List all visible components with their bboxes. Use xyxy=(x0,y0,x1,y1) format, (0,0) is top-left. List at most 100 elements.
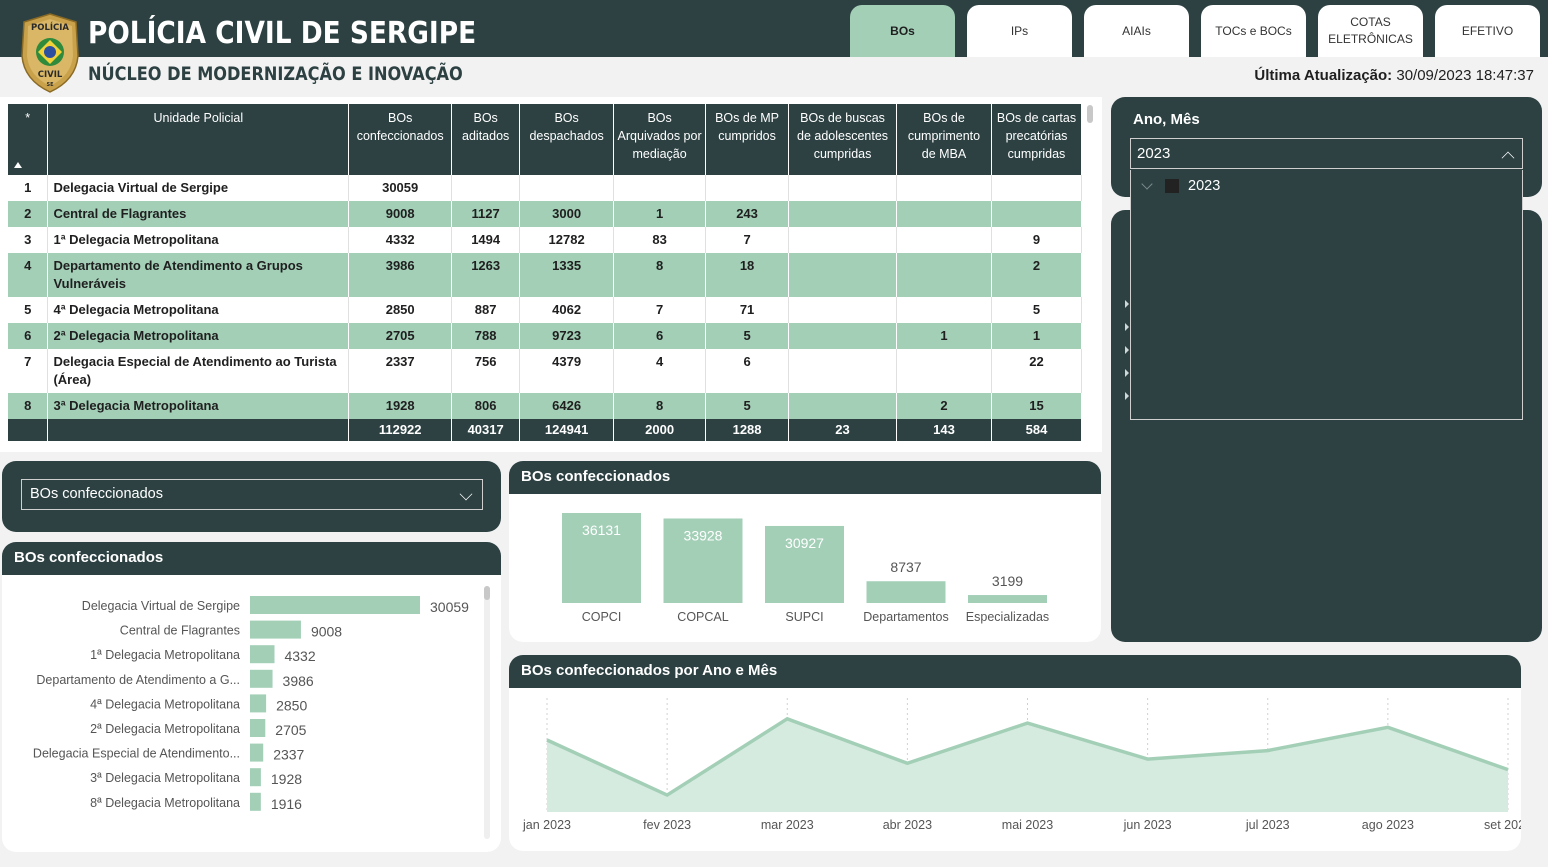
table-row[interactable]: 5 4ª Delegacia Metropolitana 2850 887 4062 7 7… xyxy=(8,297,1083,323)
measure-dropdown[interactable]: BOs confeccionados xyxy=(21,479,483,510)
hbar-category-label: Delegacia Virtual de Sergipe xyxy=(82,599,240,613)
hbar-bar[interactable] xyxy=(250,645,275,664)
value-cell xyxy=(896,175,992,201)
hbar-bar[interactable] xyxy=(250,792,261,811)
column-bar[interactable] xyxy=(866,581,946,603)
column-chart: 36131 COPCI 33928 COPCAL 30927 SUPCI 8737 Depar… xyxy=(562,513,1049,624)
column-header-bos-despachados[interactable]: BOs despachados xyxy=(519,104,615,175)
hbar-bar[interactable] xyxy=(250,620,301,639)
hbar-chart-scrollbar[interactable] xyxy=(484,586,490,839)
column-header-bos-aditados[interactable]: BOs aditados xyxy=(451,104,521,175)
hbar-bar[interactable] xyxy=(250,694,267,713)
value-cell: 756 xyxy=(451,349,521,393)
column-header-bos-mba[interactable]: BOs de cumprimento de MBA xyxy=(896,104,992,175)
column-header-bos-buscas[interactable]: BOs de buscas de adolescentes cumpridas xyxy=(788,104,897,175)
unit-name-cell: Delegacia Especial de Atendimento ao Tur… xyxy=(47,349,350,393)
column-header-bos-arquivados[interactable]: BOs Arquivados por mediação xyxy=(613,104,707,175)
hbar-chart-panel: BOs confeccionados Delegacia Virtual de … xyxy=(2,542,501,852)
hbar-bar[interactable] xyxy=(250,743,264,762)
value-cell xyxy=(788,175,897,201)
line-chart-title: BOs confeccionados por Ano e Mês xyxy=(509,655,1521,688)
x-tick-label: ago 2023 xyxy=(1362,818,1414,832)
table-row[interactable]: 2 Central de Flagrantes 9008 1127 3000 1 243 xyxy=(8,201,1083,227)
unit-name-cell: 2ª Delegacia Metropolitana xyxy=(47,323,350,349)
value-cell xyxy=(896,253,992,297)
measure-selector-panel: BOs confeccionados xyxy=(2,461,501,532)
value-cell xyxy=(896,227,992,253)
slicer-dropdown[interactable]: 2023 xyxy=(1130,138,1523,169)
x-tick-label: set 2023 xyxy=(1484,818,1521,832)
tab-bos[interactable]: BOs xyxy=(850,5,955,57)
column-bar[interactable] xyxy=(765,525,844,603)
expand-chevron-icon[interactable] xyxy=(1141,178,1153,190)
table-row[interactable]: 1 Delegacia Virtual de Sergipe 30059 xyxy=(8,175,1083,201)
column-value-label: 30927 xyxy=(785,535,824,551)
tab-ips[interactable]: IPs xyxy=(967,5,1072,57)
tab-tocs-e-bocs[interactable]: TOCs e BOCs xyxy=(1201,5,1306,57)
value-cell: 1494 xyxy=(451,227,521,253)
value-cell: 2337 xyxy=(348,349,453,393)
tab-efetivo[interactable]: EFETIVO xyxy=(1435,5,1540,57)
unit-name-cell: 3ª Delegacia Metropolitana xyxy=(47,393,350,419)
column-header-bos-cartas[interactable]: BOs de cartas precatórias cumpridas xyxy=(991,104,1083,175)
hbar-value-label: 30059 xyxy=(430,599,469,615)
table-row[interactable]: 7 Delegacia Especial de Atendimento ao Tu… xyxy=(8,349,1083,393)
value-cell: 1 xyxy=(991,323,1083,349)
value-cell: 6426 xyxy=(519,393,615,419)
tab-cotas-eletronicas[interactable]: COTAS ELETRÔNICAS xyxy=(1318,5,1423,57)
total-cell: 124941 xyxy=(519,419,615,441)
table-row[interactable]: 4 Departamento de Atendimento a Grupos Vu… xyxy=(8,253,1083,297)
column-bar[interactable] xyxy=(562,513,641,603)
column-bar[interactable] xyxy=(968,595,1047,603)
value-cell: 30059 xyxy=(348,175,453,201)
police-badge-logo: POLÍCIA CIVIL SE xyxy=(21,13,79,93)
column-value-label: 3199 xyxy=(992,573,1023,589)
value-cell xyxy=(788,253,897,297)
value-cell: 5 xyxy=(991,297,1083,323)
hbar-bar[interactable] xyxy=(250,669,273,688)
tab-aiais[interactable]: AIAIs xyxy=(1084,5,1189,57)
hbar-category-label: Departamento de Atendimento a G... xyxy=(36,673,240,687)
table-scrollbar[interactable] xyxy=(1087,105,1093,123)
value-cell xyxy=(788,227,897,253)
area-fill xyxy=(547,718,1508,812)
column-header-bos-confeccionados[interactable]: BOs confeccionados xyxy=(348,104,453,175)
value-cell: 7 xyxy=(613,297,707,323)
hbar-category-label: 3ª Delegacia Metropolitana xyxy=(90,771,240,785)
value-cell: 15 xyxy=(991,393,1083,419)
slicer-dropdown-list: 2023 xyxy=(1130,170,1523,420)
value-cell xyxy=(896,349,992,393)
slicer-option-2023[interactable]: 2023 xyxy=(1141,178,1220,194)
column-header-unit[interactable]: Unidade Policial xyxy=(47,104,350,175)
column-category-label: COPCI xyxy=(582,610,622,624)
hbar-chart: Delegacia Virtual de Sergipe 30059 Central… xyxy=(33,596,469,812)
sort-ascending-icon[interactable] xyxy=(14,162,22,168)
slicer-dropdown-value: 2023 xyxy=(1137,145,1171,162)
x-tick-label: fev 2023 xyxy=(643,818,691,832)
hbar-bar[interactable] xyxy=(250,596,420,614)
value-cell: 83 xyxy=(613,227,707,253)
table-total-row: 112922 40317 124941 2000 1288 23 143 584 xyxy=(8,419,1083,441)
hbar-bar[interactable] xyxy=(250,719,266,737)
last-update-label: Última Atualização: xyxy=(1254,67,1393,84)
column-header-bos-mp[interactable]: BOs de MP cumpridos xyxy=(705,104,790,175)
table-row[interactable]: 8 3ª Delegacia Metropolitana 1928 806 6426 8 5… xyxy=(8,393,1083,419)
value-cell: 1127 xyxy=(451,201,521,227)
header-subbar xyxy=(0,57,1548,97)
badge-top-text: POLÍCIA xyxy=(31,21,69,33)
value-cell: 7 xyxy=(705,227,790,253)
hbar-bar[interactable] xyxy=(250,768,261,787)
table-row[interactable]: 3 1ª Delegacia Metropolitana 4332 1494 12782… xyxy=(8,227,1083,253)
last-update-value: 30/09/2023 18:47:37 xyxy=(1396,67,1534,84)
checkbox[interactable] xyxy=(1165,179,1179,193)
value-cell: 2705 xyxy=(348,323,453,349)
value-cell: 4 xyxy=(613,349,707,393)
value-cell: 22 xyxy=(991,349,1083,393)
value-cell xyxy=(788,323,897,349)
column-bar[interactable] xyxy=(663,518,743,603)
table-row[interactable]: 6 2ª Delegacia Metropolitana 2705 788 9723 6 5… xyxy=(8,323,1083,349)
line-series[interactable] xyxy=(546,716,1509,798)
value-cell: 8 xyxy=(613,253,707,297)
hbar-category-label: 2ª Delegacia Metropolitana xyxy=(90,722,240,736)
value-cell: 4379 xyxy=(519,349,615,393)
